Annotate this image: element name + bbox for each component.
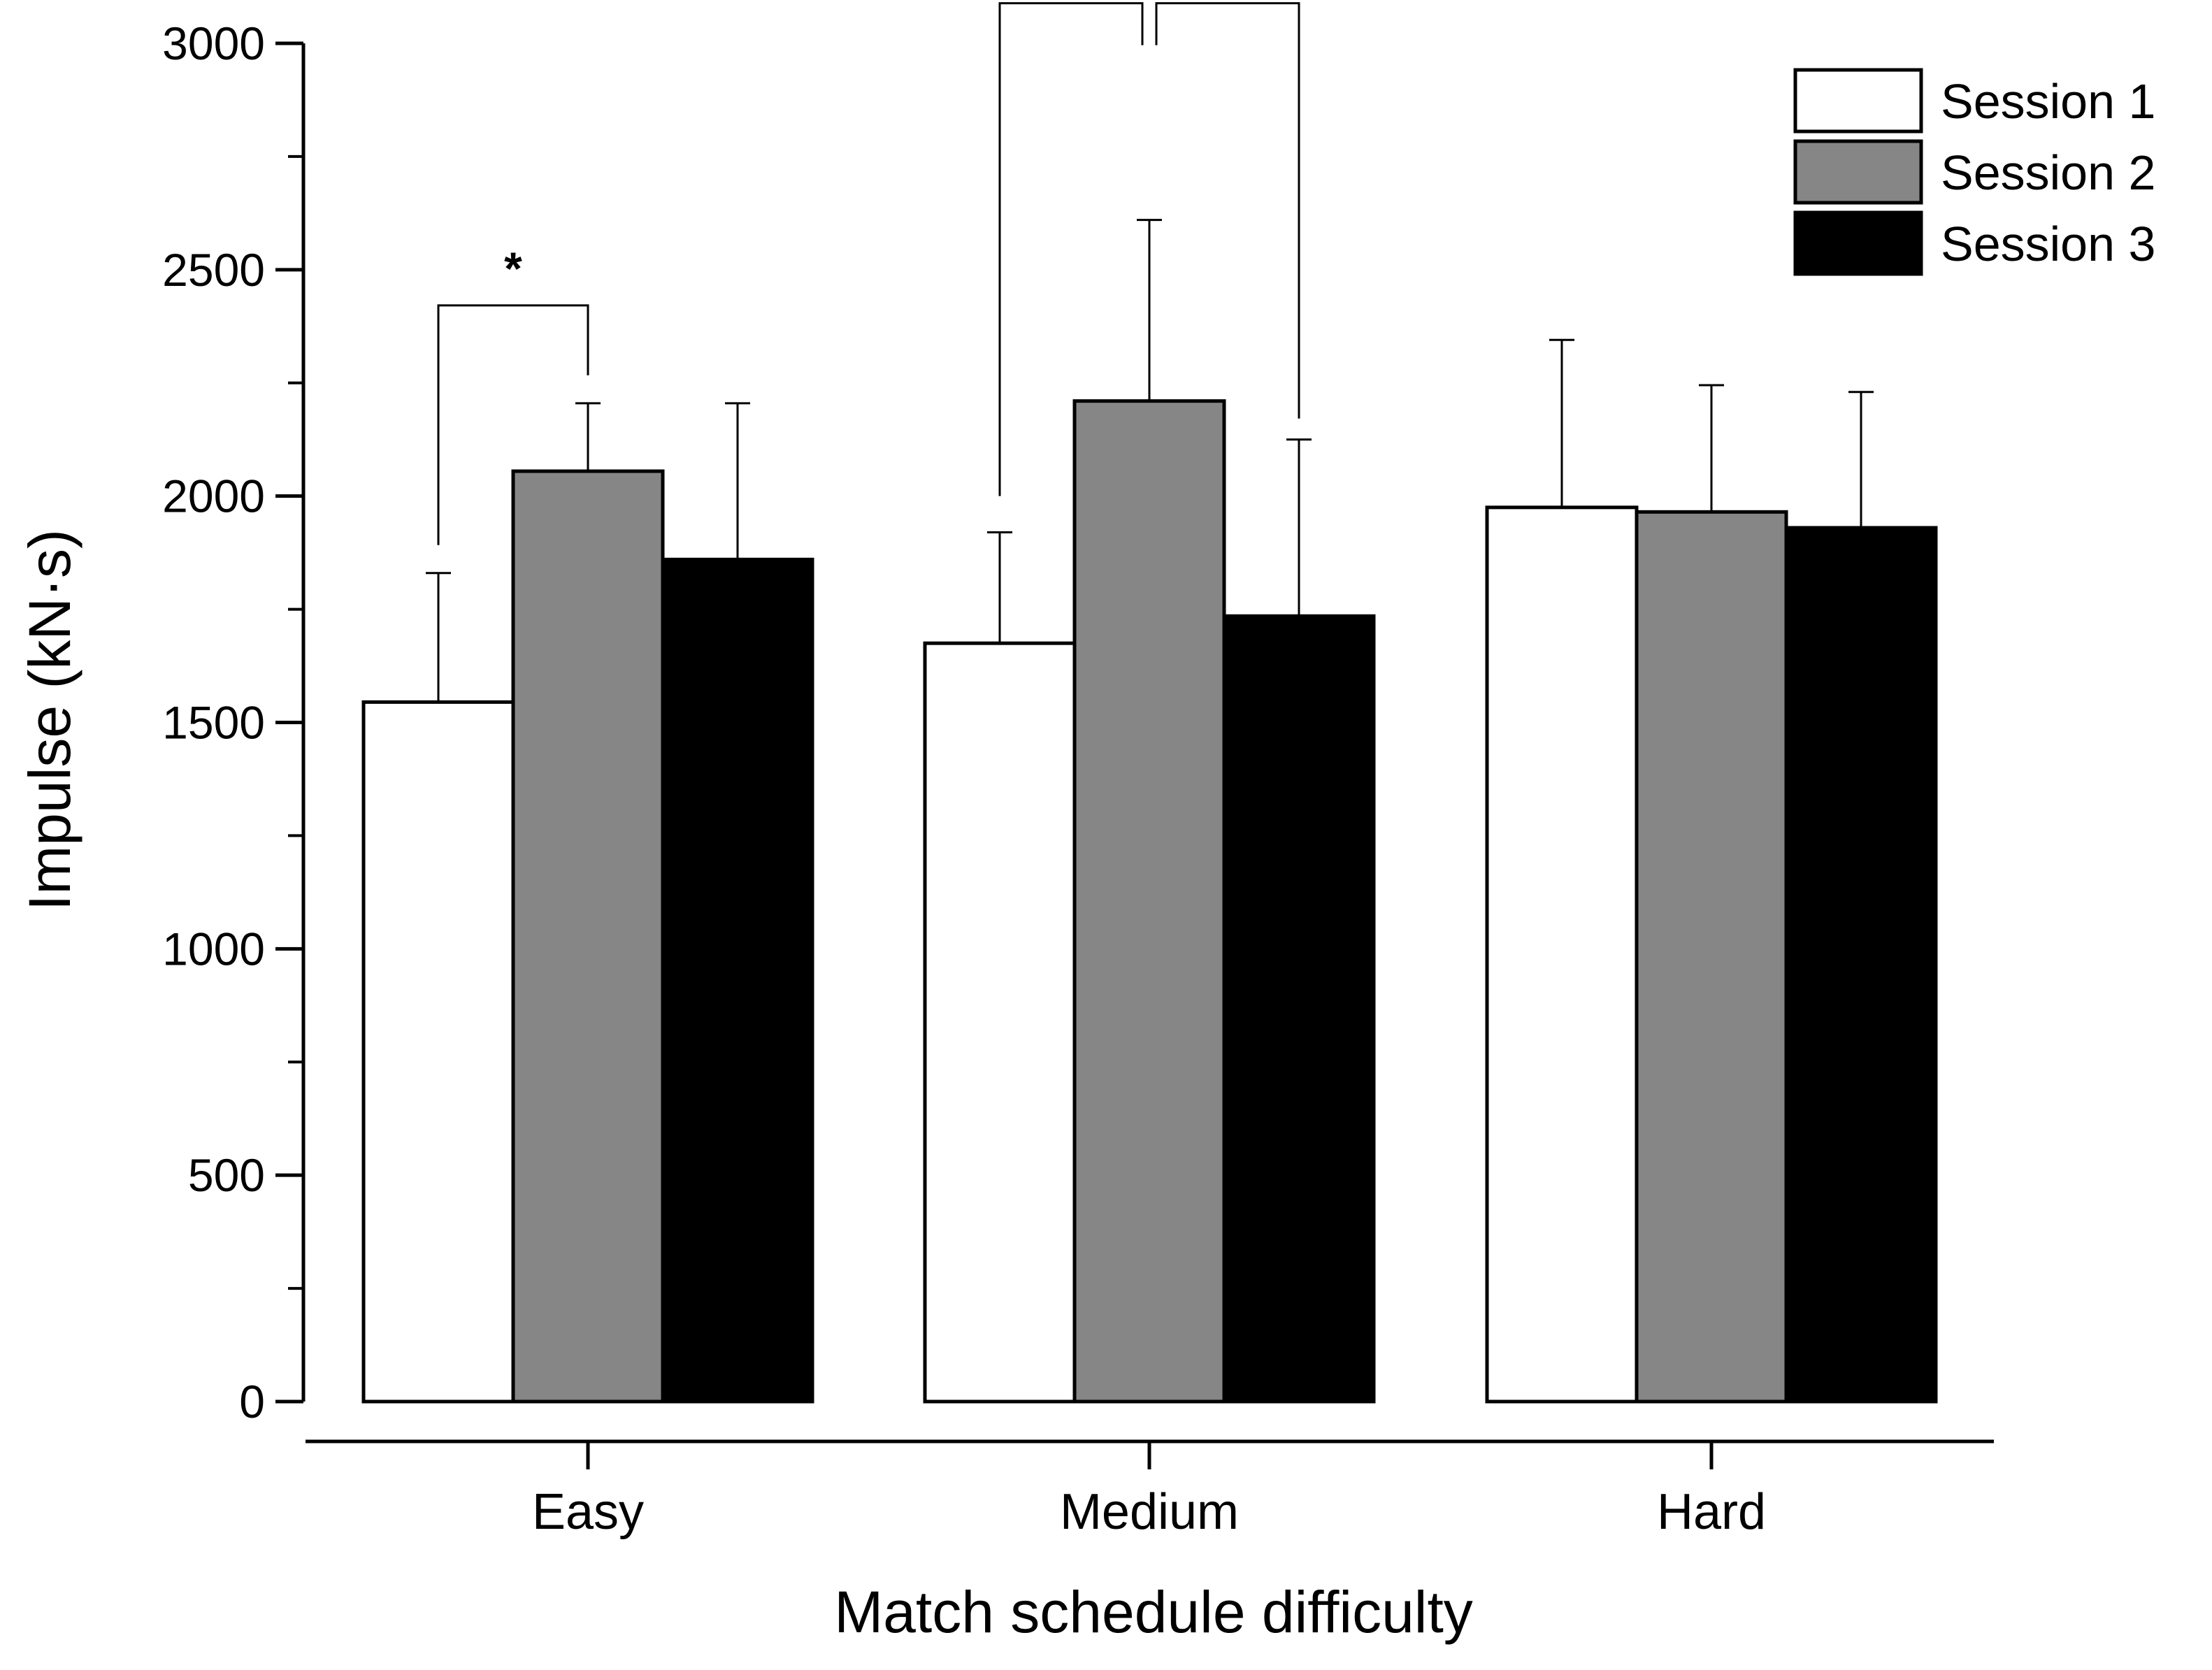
x-axis-group: Easy Medium Hard [306,1439,1994,1540]
y-tick-label: 1000 [162,923,265,974]
y-axis-group: 0 500 1000 1500 2000 2500 3000 [162,17,306,1427]
significance-bracket [1155,2,1300,419]
y-tick-label: 500 [188,1149,265,1201]
y-axis-title: Impulse (kN·s) [17,529,82,911]
significance-bracket [437,304,589,545]
bar [1222,614,1376,1404]
y-tick-label: 2500 [162,244,265,296]
bar [661,557,814,1404]
significance-bracket [998,2,1144,496]
significance-star: * [504,243,522,294]
bar [923,641,1077,1404]
significance-group: *** [437,2,1300,545]
bar [1635,510,1788,1404]
x-tick-label: Hard [1657,1484,1766,1540]
legend-label: Session 1 [1941,74,2155,129]
legend-swatch [1793,139,1923,205]
legend-label: Session 3 [1941,217,2155,271]
y-tick-label: 2000 [162,470,265,522]
bar [1072,399,1226,1404]
legend-label: Session 2 [1941,145,2155,200]
x-tick-label: Medium [1060,1484,1239,1540]
y-tick-label: 1500 [162,697,265,749]
legend: Session 1 Session 2 Session 3 [1793,68,2155,276]
legend-swatch [1793,68,1923,134]
y-tick-label: 3000 [162,17,265,69]
bar [1784,526,1938,1404]
bar [1485,505,1639,1404]
x-tick-label: Easy [532,1484,644,1540]
x-axis-title: Match schedule difficulty [834,1579,1473,1645]
bars-group [361,219,1938,1404]
y-tick-label: 0 [239,1376,265,1427]
legend-swatch [1793,210,1923,276]
bar [511,469,665,1404]
bar [361,700,515,1404]
